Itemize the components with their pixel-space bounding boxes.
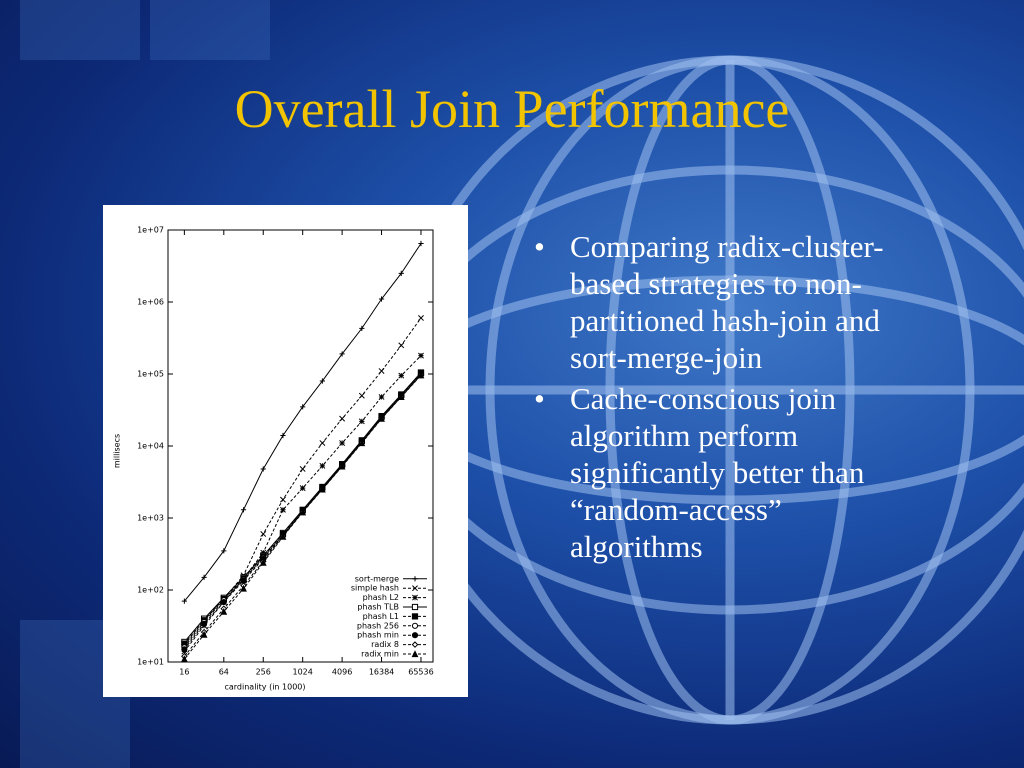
data-point: [398, 342, 405, 349]
data-point: [378, 414, 385, 422]
legend-marker: [411, 613, 419, 620]
data-point: [201, 574, 207, 580]
data-point: [358, 418, 365, 425]
data-point: [378, 296, 385, 302]
y-tick-label: 1e+02: [137, 586, 164, 595]
x-tick-label: 65536: [408, 668, 433, 677]
bullet-list: Comparing radix-cluster-based strategies…: [530, 228, 920, 569]
data-point: [240, 507, 247, 513]
data-point: [418, 315, 424, 321]
data-point: [319, 378, 325, 384]
data-point: [339, 351, 345, 357]
data-point: [299, 508, 307, 516]
x-tick-label: 256: [256, 668, 271, 677]
data-point: [359, 325, 365, 331]
data-point: [299, 485, 306, 492]
data-point: [280, 496, 286, 503]
series-line: [183, 243, 422, 602]
legend-marker: [412, 576, 418, 582]
legend-marker: [411, 632, 419, 639]
legend-label: sort-merge: [355, 574, 399, 583]
data-point: [240, 584, 247, 592]
data-point: [417, 371, 425, 379]
data-point: [319, 462, 326, 469]
data-point: [260, 466, 266, 472]
bullet: Cache-conscious join algorithm perform s…: [530, 380, 920, 565]
y-tick-label: 1e+06: [137, 298, 164, 307]
data-point: [200, 620, 208, 627]
data-point: [200, 630, 208, 638]
data-point: [378, 368, 385, 374]
legend-marker: [412, 585, 418, 592]
x-tick-label: 4096: [332, 668, 352, 677]
data-point: [180, 655, 188, 663]
legend-marker: [411, 641, 419, 648]
legend-label: phash 256: [357, 621, 399, 630]
y-axis-label: millisecs: [113, 434, 122, 468]
legend-marker: [411, 622, 419, 629]
x-tick-label: 16384: [369, 668, 394, 677]
data-point: [220, 598, 227, 606]
legend-label: phash TLB: [357, 603, 399, 612]
legend-label: phash min: [357, 631, 399, 640]
x-axis-label: cardinality (in 1000): [224, 683, 305, 692]
data-point: [259, 558, 267, 566]
data-point: [221, 548, 227, 554]
data-point: [299, 465, 306, 472]
data-point: [181, 646, 188, 653]
data-point: [358, 439, 366, 447]
data-point: [398, 372, 405, 379]
y-tick-label: 1e+04: [137, 442, 164, 451]
y-tick-label: 1e+07: [137, 226, 164, 235]
data-point: [397, 393, 405, 401]
slide-title: Overall Join Performance: [234, 79, 790, 139]
legend-marker: [412, 594, 418, 601]
x-tick-label: 64: [219, 668, 229, 677]
data-point: [279, 532, 287, 540]
legend-label: phash L1: [363, 612, 399, 621]
x-tick-label: 16: [179, 668, 189, 677]
chart: cardinality (in 1000) millisecs 1e+01 1e+…: [103, 205, 468, 697]
data-point: [318, 485, 326, 493]
y-tick-label: 1e+03: [137, 514, 164, 523]
legend-label: radix min: [361, 650, 399, 659]
data-point: [300, 404, 306, 410]
data-point: [181, 598, 187, 604]
bullet: Comparing radix-cluster-based strategies…: [530, 228, 920, 376]
data-point: [358, 392, 365, 399]
data-point: [378, 393, 385, 400]
y-tick-label: 1e+01: [137, 658, 164, 667]
data-point: [280, 506, 286, 513]
legend-label: simple hash: [351, 584, 399, 593]
data-point: [338, 462, 346, 470]
legend-label: radix 8: [371, 640, 399, 649]
data-point: [280, 432, 286, 439]
legend-label: phash L2: [363, 593, 399, 602]
data-point: [418, 352, 424, 359]
data-point: [339, 440, 346, 446]
y-tick-label: 1e+05: [137, 370, 164, 379]
data-point: [260, 531, 267, 537]
data-point: [398, 270, 404, 276]
data-point: [319, 440, 326, 446]
x-tick-label: 1024: [292, 668, 312, 677]
data-point: [339, 415, 346, 422]
data-point: [220, 607, 228, 615]
legend-marker: [411, 650, 419, 658]
data-point: [418, 240, 424, 247]
legend-marker: [411, 603, 419, 611]
